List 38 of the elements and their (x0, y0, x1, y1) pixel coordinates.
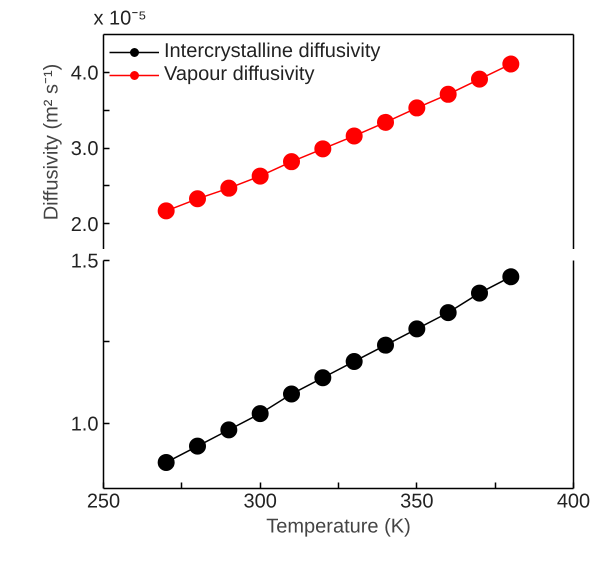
point (220, 180, 238, 197)
y-axis-title: Diffusivity (m² s⁻¹) (40, 64, 63, 220)
point (502, 268, 520, 286)
text: x 10⁻⁵ (94, 8, 147, 30)
x-tick-label: 300 (243, 490, 277, 512)
y-tick-label: 3.0 (70, 138, 99, 160)
point (377, 336, 394, 354)
y-tick-label: 2.0 (70, 214, 99, 236)
point (471, 70, 488, 88)
point (158, 454, 175, 471)
point (283, 386, 300, 403)
point (314, 140, 332, 158)
y-tick-label: 4.0 (70, 62, 99, 84)
point (408, 99, 426, 116)
point (377, 114, 394, 131)
x-tick-label: 350 (400, 490, 434, 512)
point (158, 202, 175, 220)
point (440, 86, 457, 103)
legend-label: Intercrystalline diffusivity (164, 40, 380, 63)
x-tick-label: 400 (556, 490, 590, 512)
point (408, 320, 426, 338)
point (252, 168, 269, 185)
point (220, 421, 238, 438)
point (252, 405, 269, 422)
point (440, 304, 457, 322)
point (502, 56, 520, 73)
point (314, 369, 332, 386)
x-tick-label: 250 (86, 490, 120, 512)
point (346, 352, 363, 370)
x-axis-title: Temperature (K) (266, 516, 411, 538)
point (346, 127, 363, 144)
point (189, 438, 206, 455)
y-tick-label: 1.0 (70, 413, 99, 436)
point (471, 284, 488, 302)
y-tick-label: 1.5 (70, 250, 99, 272)
legend-label: Vapour diffusivity (164, 63, 314, 86)
point (283, 153, 300, 170)
point (189, 190, 206, 208)
